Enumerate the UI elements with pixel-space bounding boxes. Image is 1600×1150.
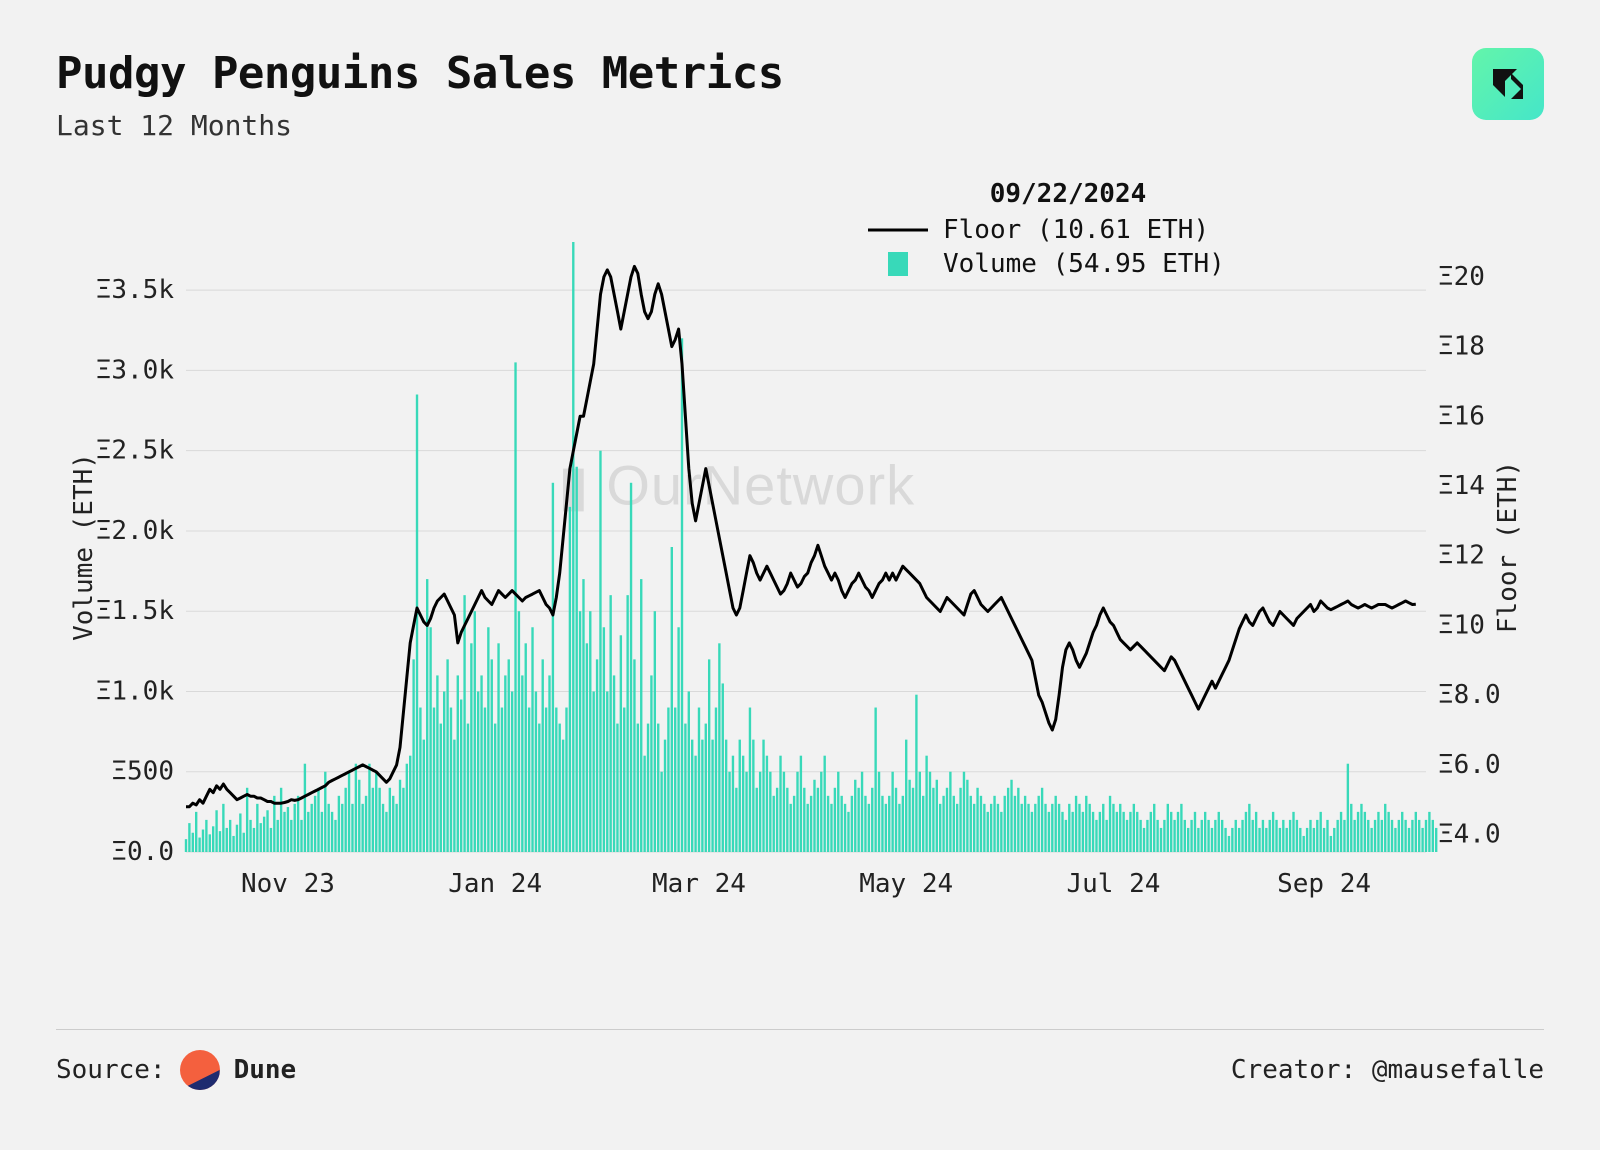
svg-text:Ξ0.0: Ξ0.0 [111,837,174,867]
source-label: Source: [56,1055,166,1085]
header: Pudgy Penguins Sales Metrics Last 12 Mon… [56,48,1544,142]
svg-text:Sep 24: Sep 24 [1277,869,1371,899]
svg-text:Nov 23: Nov 23 [241,869,335,899]
svg-text:Volume (ETH): Volume (ETH) [69,453,99,641]
svg-text:Mar 24: Mar 24 [652,869,746,899]
creator-label: Creator: [1231,1055,1356,1085]
svg-text:Ξ12: Ξ12 [1438,541,1485,571]
footer: Source: Dune Creator: @mausefalle [56,1029,1544,1090]
creator-block: Creator: @mausefalle [1231,1055,1544,1085]
svg-text:Ξ2.0k: Ξ2.0k [96,516,175,546]
title-block: Pudgy Penguins Sales Metrics Last 12 Mon… [56,48,784,142]
chart-subtitle: Last 12 Months [56,109,784,142]
svg-text:Ξ10: Ξ10 [1438,610,1485,640]
svg-text:Ξ6.0: Ξ6.0 [1438,750,1501,780]
svg-text:Ξ3.0k: Ξ3.0k [96,355,175,385]
svg-text:Ξ3.5k: Ξ3.5k [96,275,175,305]
svg-text:Ξ4.0: Ξ4.0 [1438,820,1501,850]
svg-text:Floor (ETH): Floor (ETH) [1493,461,1523,633]
source-block: Source: Dune [56,1050,296,1090]
svg-text:Ξ18: Ξ18 [1438,332,1485,362]
brand-logo-icon [1472,48,1544,120]
svg-text:Ξ1.5k: Ξ1.5k [96,596,175,626]
svg-text:Ξ16: Ξ16 [1438,401,1485,431]
creator-handle: @mausefalle [1372,1055,1544,1085]
svg-text:▮ OurNetwork: ▮ OurNetwork [558,453,915,516]
svg-text:Jul 24: Jul 24 [1066,869,1160,899]
svg-text:May 24: May 24 [859,869,953,899]
svg-text:Ξ20: Ξ20 [1438,262,1485,292]
combo-chart: ▮ OurNetwork Ξ0.0 Ξ500 Ξ1.0k Ξ1.5k Ξ2.0k Ξ2.5k… [56,182,1536,942]
source-name: Dune [234,1055,297,1085]
svg-text:Ξ500: Ξ500 [111,757,174,787]
svg-text:09/22/2024: 09/22/2024 [990,182,1147,209]
svg-text:Jan 24: Jan 24 [448,869,542,899]
svg-text:Ξ2.5k: Ξ2.5k [96,436,175,466]
svg-text:Volume (54.95 ETH): Volume (54.95 ETH) [943,249,1225,279]
svg-text:Floor (10.61 ETH): Floor (10.61 ETH) [943,215,1209,245]
dune-logo-icon [180,1050,220,1090]
chart-container: ▮ OurNetwork Ξ0.0 Ξ500 Ξ1.0k Ξ1.5k Ξ2.0k Ξ2.5k… [56,182,1544,942]
svg-text:Ξ8.0: Ξ8.0 [1438,680,1501,710]
chart-title: Pudgy Penguins Sales Metrics [56,48,784,99]
svg-text:Ξ1.0k: Ξ1.0k [96,676,175,706]
svg-text:Ξ14: Ξ14 [1438,471,1485,501]
